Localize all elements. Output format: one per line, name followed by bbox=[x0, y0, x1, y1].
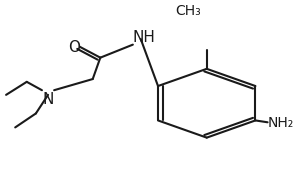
Text: NH₂: NH₂ bbox=[268, 116, 294, 130]
Text: CH₃: CH₃ bbox=[176, 4, 201, 18]
Text: N: N bbox=[42, 92, 54, 107]
Text: O: O bbox=[68, 40, 81, 55]
Text: NH: NH bbox=[132, 30, 155, 45]
